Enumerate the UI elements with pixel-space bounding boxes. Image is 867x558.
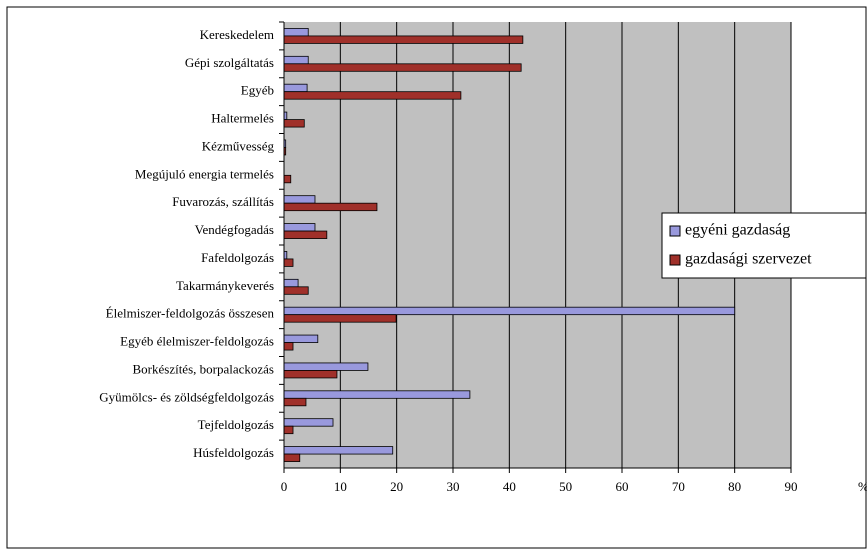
legend-swatch — [669, 254, 681, 266]
x-tick-label: 0 — [281, 479, 288, 494]
bar — [283, 223, 316, 232]
x-tick-label: 10 — [334, 479, 347, 494]
bar — [283, 397, 307, 407]
y-tick-label: Kézművesség — [202, 138, 275, 153]
legend-label: egyéni gazdaság — [685, 222, 790, 239]
bar — [283, 446, 394, 455]
x-tick-label: 40 — [503, 479, 516, 494]
y-tick-label: Élelmiszer-feldolgozás összesen — [106, 306, 275, 321]
bar — [283, 35, 524, 44]
x-tick-label: 50 — [559, 479, 572, 494]
y-tick-label: Tejfeldolgozás — [198, 417, 274, 432]
legend-box — [661, 212, 867, 279]
bar — [283, 230, 328, 239]
y-tick-label: Borkészítés, borpalackozás — [132, 361, 274, 376]
bar — [283, 91, 462, 100]
y-tick-label: Egyéb élelmiszer-feldolgozás — [120, 334, 274, 349]
bar — [283, 55, 309, 65]
y-tick-label: Kereskedelem — [200, 27, 274, 42]
x-tick-label: 20 — [390, 479, 403, 494]
legend-label: gazdasági szervezet — [685, 251, 812, 268]
y-tick-label: Fuvarozás, szállítás — [172, 194, 274, 209]
bar — [283, 202, 378, 212]
x-tick-label: 90 — [785, 479, 798, 494]
bar — [283, 278, 299, 288]
x-tick-label: 80 — [728, 479, 741, 494]
bar — [283, 63, 522, 72]
bar — [283, 425, 294, 435]
bar — [283, 119, 305, 128]
legend-swatch — [669, 225, 681, 237]
bar — [283, 342, 294, 351]
bar — [283, 83, 308, 93]
bar — [283, 286, 309, 295]
y-tick-label: Megújuló energia termelés — [135, 166, 274, 181]
x-tick-label: 60 — [616, 479, 629, 494]
bar — [283, 362, 369, 371]
x-tick-label: 70 — [672, 479, 685, 494]
y-tick-label: Takarmánykeverés — [176, 278, 274, 293]
bar — [283, 28, 309, 37]
bar — [283, 390, 471, 399]
x-tick-label: 30 — [447, 479, 460, 494]
bar — [283, 453, 301, 462]
bar — [283, 258, 294, 267]
y-tick-label: Vendégfogadás — [195, 222, 274, 237]
y-tick-label: Gépi szolgáltatás — [185, 55, 274, 70]
bar — [283, 306, 736, 316]
y-tick-label: Fafeldolgozás — [201, 250, 274, 265]
y-tick-label: Gyümölcs- és zöldségfeldolgozás — [99, 389, 274, 404]
bar — [283, 195, 316, 204]
y-tick-label: Egyéb — [241, 83, 274, 98]
bar — [283, 334, 319, 343]
bar — [283, 174, 292, 184]
bar — [283, 418, 334, 427]
y-tick-label: Húsfeldolgozás — [193, 445, 274, 460]
x-axis-label: % — [858, 479, 867, 494]
y-tick-label: Haltermelés — [211, 111, 274, 126]
bar — [283, 314, 397, 323]
bar — [283, 370, 338, 379]
